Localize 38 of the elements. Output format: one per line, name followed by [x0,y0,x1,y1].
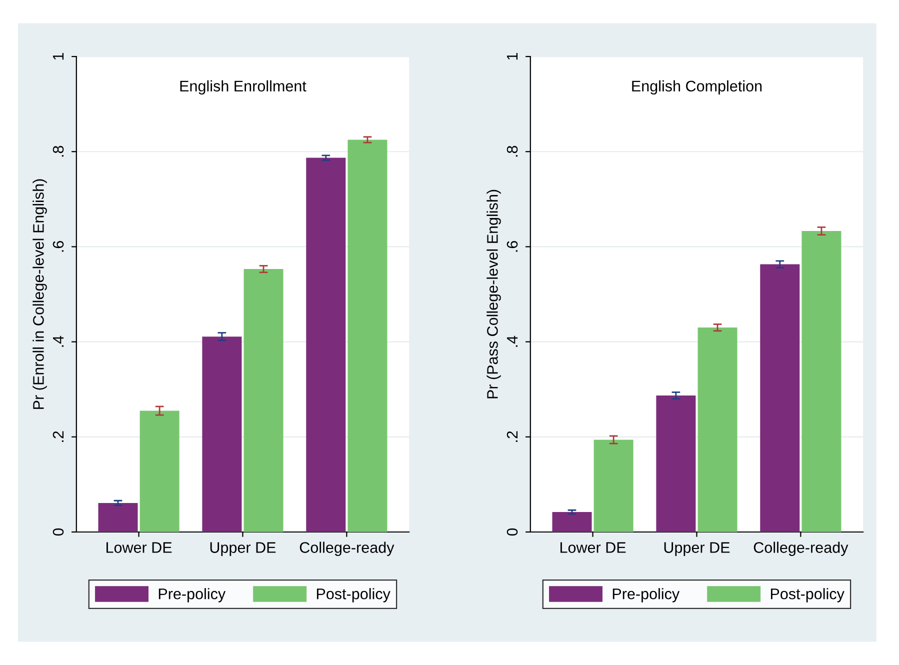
x-tick-label: Lower DE [106,542,172,553]
x-tick-label: Upper DE [664,542,730,556]
bar [202,336,242,532]
legend-label: Post-policy [770,588,844,602]
bar [802,231,842,532]
y-tick-label: 1 [507,53,518,60]
y-tick-label: 0 [506,528,518,536]
x-tick-label: College-ready [300,542,394,556]
bar [698,328,738,532]
text: English Enrollment [180,80,306,95]
bar [244,269,284,532]
y-tick-label: .6 [52,241,64,252]
y-tick-label: .8 [506,146,518,157]
bar [760,264,800,532]
y-axis-title: Pr (Pass College-level English) [486,190,501,398]
bar [98,502,138,532]
y-tick-label: .6 [506,241,518,252]
x-tick-label: Upper DE [210,542,276,556]
y-axis-title: Pr (Enroll in College-level English) [32,179,47,409]
x-tick-label: College-ready [754,542,848,556]
y-tick-label: 0 [52,528,64,536]
legend-label: Post-policy [316,588,390,602]
y-tick-label: .2 [506,431,518,442]
bar [594,440,634,532]
bar [552,512,592,532]
y-tick-label: .2 [52,431,64,442]
bar [140,410,180,532]
bar [306,158,346,532]
legend-label: Pre-policy [158,588,226,602]
legend-label: Pre-policy [612,588,680,602]
text: English Completion [632,80,762,95]
y-tick-label: .4 [507,336,518,347]
bar [348,140,388,532]
y-tick-label: .8 [52,146,64,157]
y-tick-label: .4 [53,336,64,347]
bar [656,396,696,532]
y-tick-label: 1 [53,53,64,60]
x-tick-label: Lower DE [560,542,626,553]
